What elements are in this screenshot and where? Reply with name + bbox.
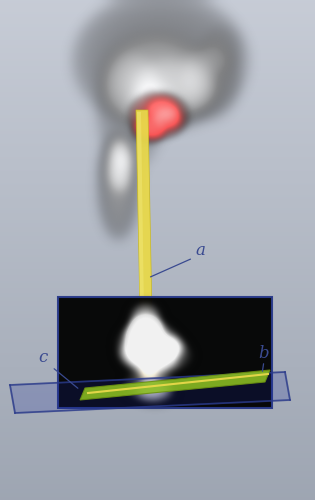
Polygon shape	[80, 370, 270, 400]
Text: a: a	[195, 242, 205, 259]
Polygon shape	[58, 297, 272, 408]
Polygon shape	[10, 372, 290, 413]
Text: c: c	[38, 349, 47, 366]
Text: b: b	[258, 345, 269, 362]
Polygon shape	[136, 110, 152, 315]
Polygon shape	[137, 112, 144, 313]
